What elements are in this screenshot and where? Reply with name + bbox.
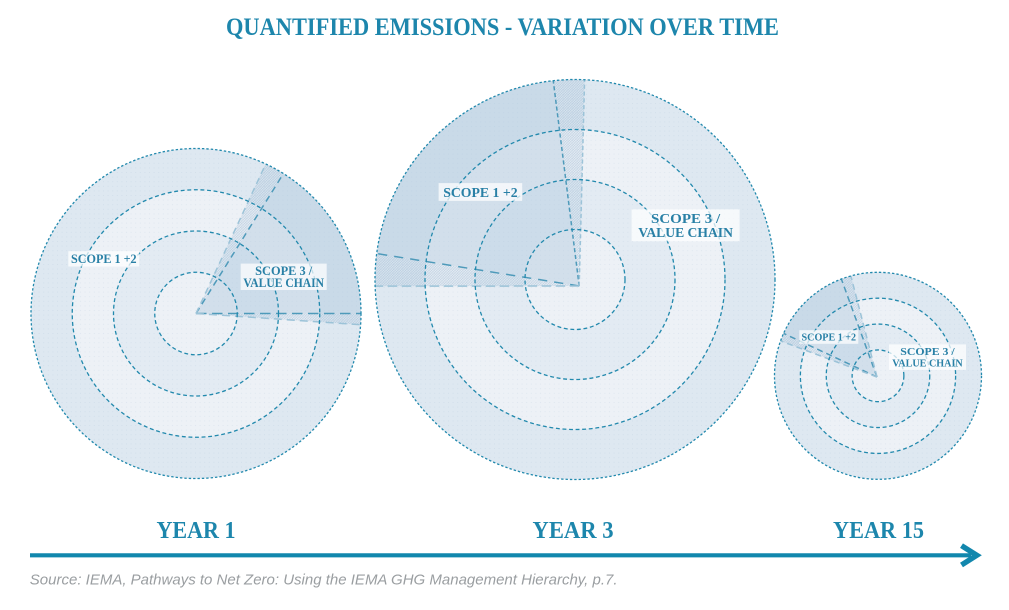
svg-text:QUANTIFIED EMISSIONS - VARIATI: QUANTIFIED EMISSIONS - VARIATION OVER TI… [226,14,779,41]
svg-text:SCOPE 1 +2: SCOPE 1 +2 [802,333,857,344]
svg-text:SCOPE 1 +2: SCOPE 1 +2 [71,252,137,266]
svg-text:SCOPE 3 /: SCOPE 3 / [900,347,955,358]
svg-text:SCOPE 3 /: SCOPE 3 / [651,211,720,226]
svg-text:Source: IEMA, Pathways to Net: Source: IEMA, Pathways to Net Zero: Usin… [30,572,618,589]
svg-text:YEAR 15: YEAR 15 [833,518,924,544]
svg-text:VALUE CHAIN: VALUE CHAIN [638,225,733,240]
svg-text:YEAR 3: YEAR 3 [533,518,614,544]
svg-text:VALUE CHAIN: VALUE CHAIN [243,276,324,290]
svg-text:VALUE CHAIN: VALUE CHAIN [892,358,963,369]
svg-text:YEAR 1: YEAR 1 [157,518,236,544]
svg-text:SCOPE 1 +2: SCOPE 1 +2 [443,185,517,200]
